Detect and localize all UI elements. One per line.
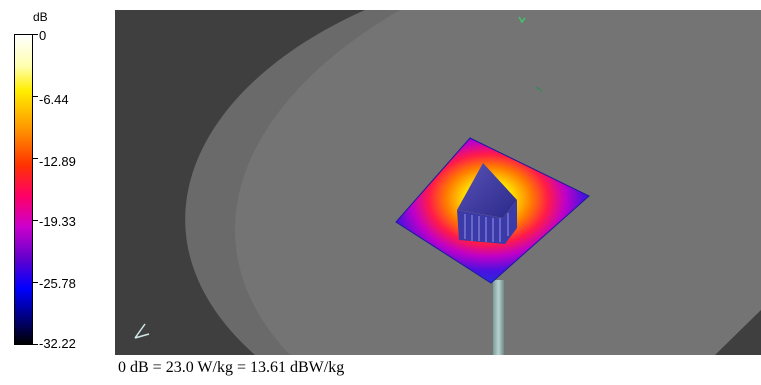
colorbar-tick-label-2: -12.89 — [39, 154, 76, 169]
axis-marker-mid — [535, 86, 543, 92]
colorbar-tick — [33, 344, 38, 345]
sar-scene-svg — [134, 10, 761, 355]
axis-marker-bottom-left — [134, 323, 150, 339]
colorbar-tick-label-3: -19.33 — [39, 214, 76, 229]
colorbar-tick — [33, 282, 38, 283]
colorbar — [14, 34, 33, 345]
sar-3d-view[interactable] — [115, 10, 761, 355]
phantom-corner-shadow — [715, 310, 761, 355]
colorbar-tick — [33, 96, 38, 97]
colorbar-tick-label-0: 0 — [39, 28, 47, 43]
axis-marker-top — [518, 16, 526, 24]
support-rod — [493, 280, 504, 355]
colorbar-tick — [33, 158, 38, 159]
colorbar-tick — [33, 220, 38, 221]
peak-block-stripes — [464, 213, 509, 242]
peak-block-top — [457, 163, 517, 218]
colorbar-tick-label-4: -25.78 — [39, 276, 76, 291]
colorbar-tick-label-5: -32.22 — [39, 336, 76, 351]
colorbar-tick-label-1: -6.44 — [39, 92, 69, 107]
colorbar-tick — [33, 34, 38, 35]
legend-unit-label: dB — [33, 10, 48, 24]
sar-reference-caption: 0 dB = 23.0 W/kg = 13.61 dBW/kg — [118, 359, 345, 376]
